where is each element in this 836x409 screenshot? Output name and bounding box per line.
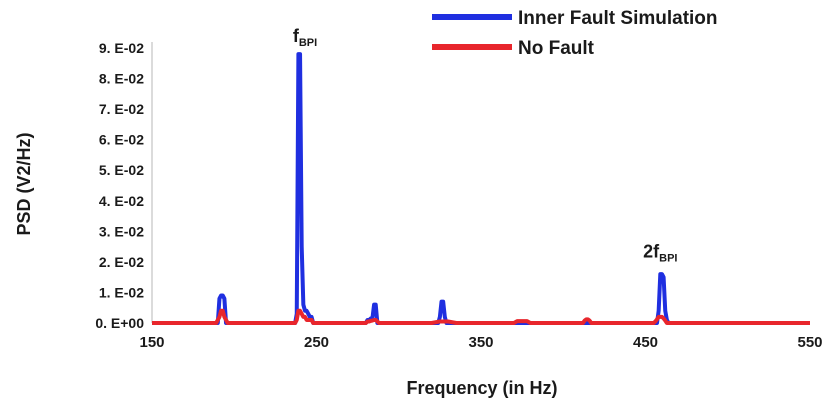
legend-label: Inner Fault Simulation	[518, 8, 718, 29]
y-tick-labels: 0. E+00 1. E-02 2. E-02 3. E-02 4. E-02 5. E-…	[95, 40, 144, 331]
y-tick-label: 0. E+00	[95, 315, 144, 331]
y-tick-label: 8. E-02	[99, 71, 144, 87]
x-tick-labels: 150 250 350 450 550	[139, 334, 822, 351]
x-axis-title: Frequency (in Hz)	[406, 378, 557, 398]
series-layer	[152, 52, 810, 325]
annotation-main: f	[293, 26, 300, 46]
y-tick-label: 1. E-02	[99, 284, 144, 300]
x-tick-label: 150	[139, 334, 164, 351]
legend: Inner Fault Simulation No Fault	[432, 8, 718, 59]
legend-label: No Fault	[518, 38, 595, 59]
y-tick-label: 6. E-02	[99, 132, 144, 148]
series-line-inner-fault	[152, 52, 810, 325]
x-tick-label: 250	[304, 334, 329, 351]
annotation-subscript: BPI	[659, 252, 677, 264]
y-tick-label: 3. E-02	[99, 223, 144, 239]
peak-annotation: fBPI	[293, 26, 317, 49]
y-tick-label: 7. E-02	[99, 101, 144, 117]
y-axis-title: PSD (V2/Hz)	[14, 132, 34, 235]
y-tick-label: 4. E-02	[99, 193, 144, 209]
y-tick-label: 5. E-02	[99, 162, 144, 178]
annotation-subscript: BPI	[299, 37, 317, 49]
x-tick-label: 350	[468, 334, 493, 351]
annotation-main: 2f	[643, 241, 660, 261]
y-tick-label: 2. E-02	[99, 254, 144, 270]
x-tick-label: 450	[633, 334, 658, 351]
x-tick-label: 550	[797, 334, 822, 351]
y-tick-label: 9. E-02	[99, 40, 144, 56]
series-line-no-fault	[152, 308, 810, 325]
peak-annotation: 2fBPI	[643, 241, 677, 264]
